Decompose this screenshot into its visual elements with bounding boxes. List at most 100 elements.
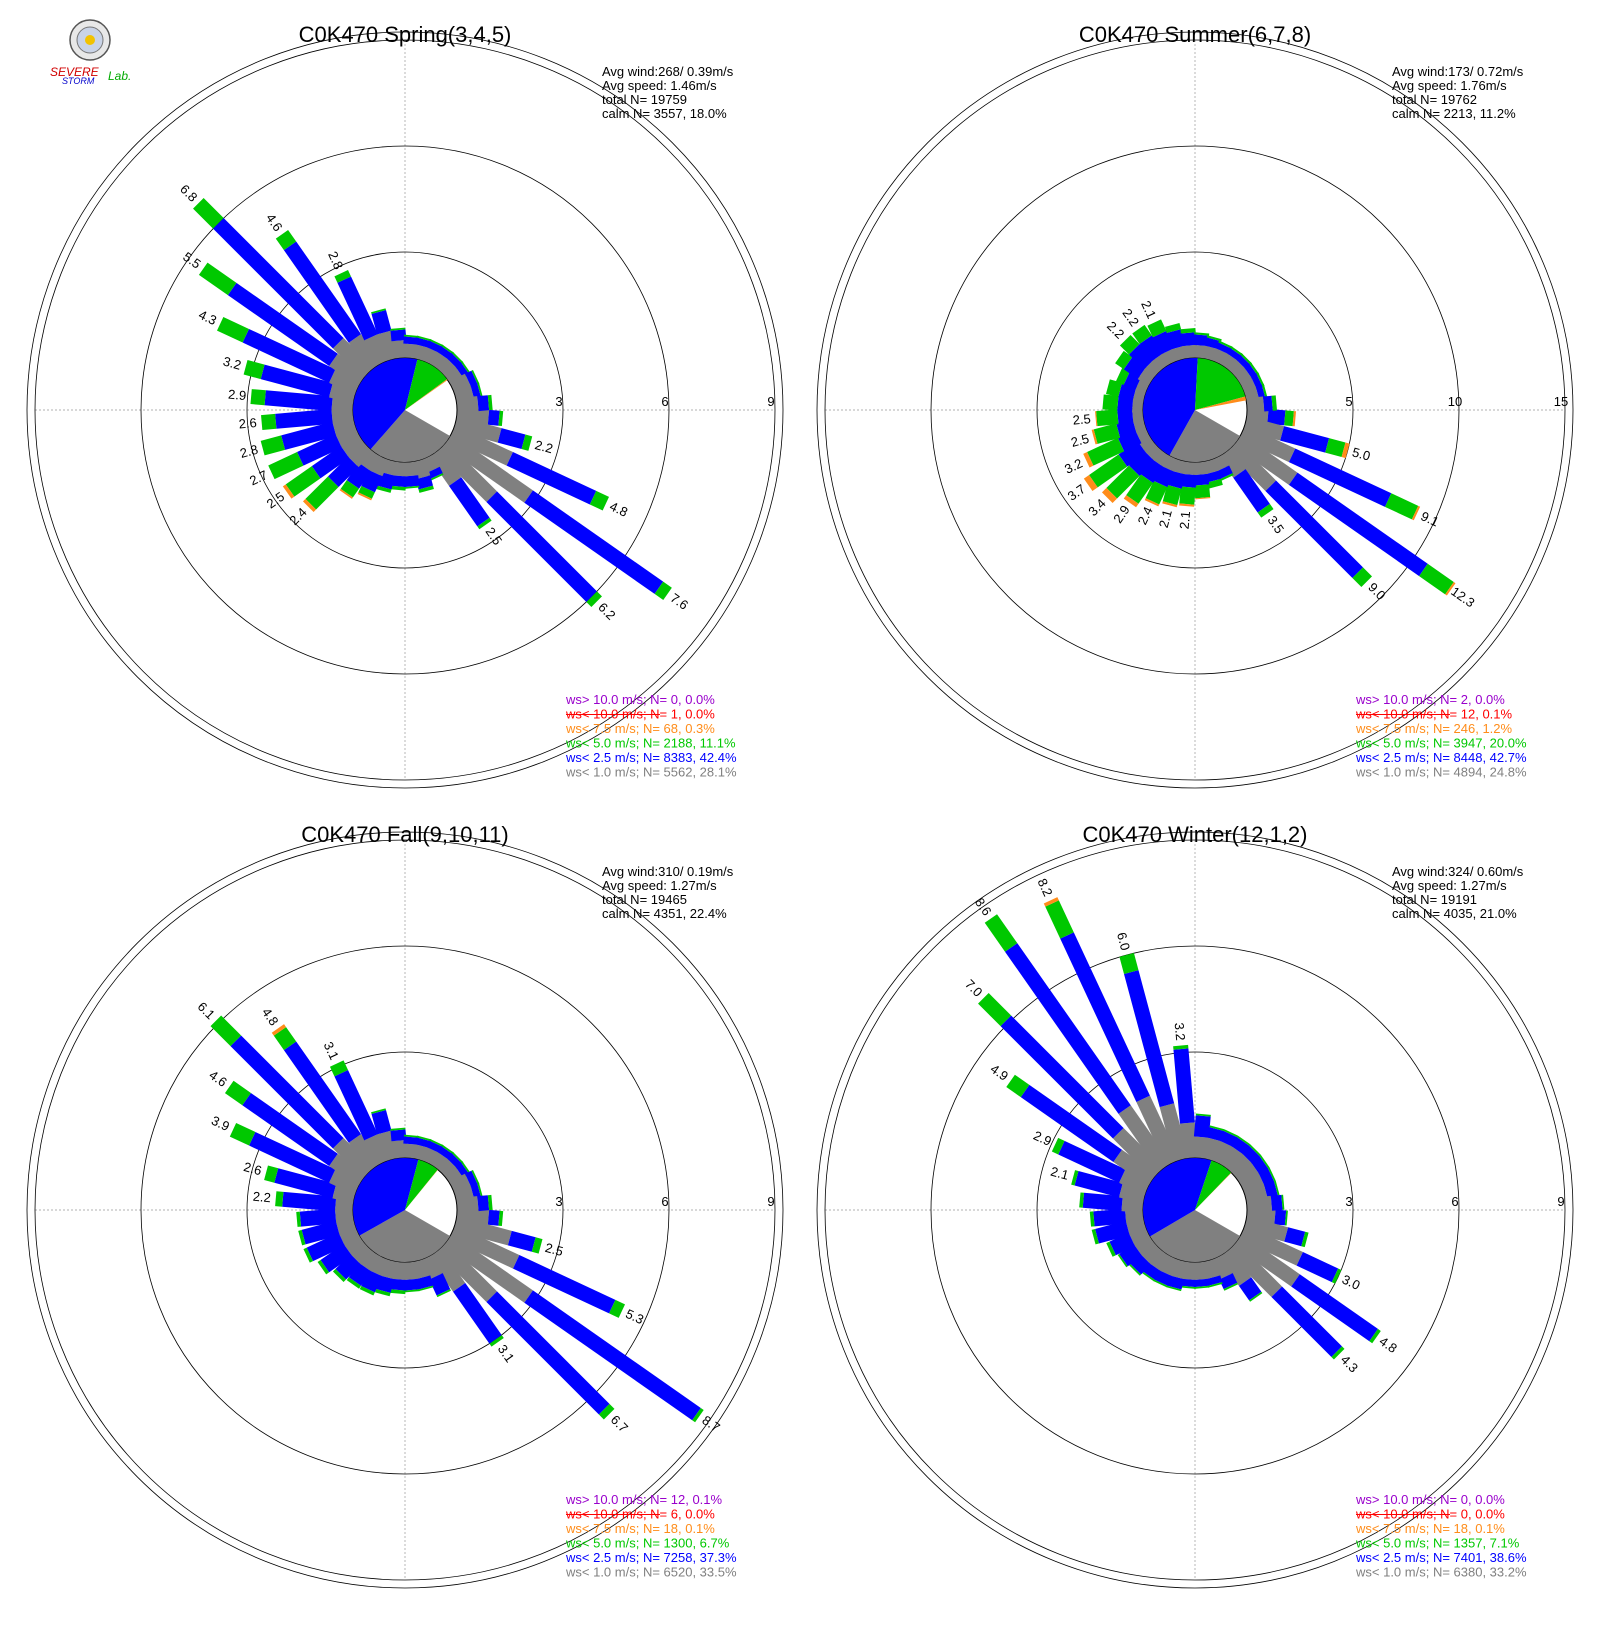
stats-line: total N= 19762 [1392, 92, 1477, 107]
rose-bar-segment [320, 1243, 353, 1273]
rose-bar-segment [1271, 1286, 1343, 1358]
stats-line: Avg speed: 1.76m/s [1392, 78, 1507, 93]
rose-bar-segment [598, 1403, 615, 1420]
rose-bar-segment [507, 1230, 536, 1252]
rose-bar-segment [1233, 1233, 1300, 1287]
wind-rose-winter: C0K470 Winter(12,1,2) 3 6 9 3.0 4.8 4.3 2.1 2.9 4… [816, 822, 1574, 1589]
bar-value-label: 2.5 [1069, 431, 1090, 450]
rose-bar-segment [376, 485, 392, 493]
grid-ring [140, 945, 670, 1475]
rose-bar-segment [1259, 1154, 1270, 1169]
rose-bar-segment [477, 1195, 490, 1212]
bar-value-label: 2.5 [544, 1240, 565, 1259]
legend-entry: ws< 7.5 m/s; N= 246, 1.2% [1355, 721, 1513, 736]
rose-bar-segment [429, 1138, 444, 1147]
bar-value-label: 5.5 [180, 249, 203, 272]
rose-bar-segment [654, 581, 672, 600]
rose-bar-segment [1119, 953, 1139, 975]
rose-bar-segment [1140, 1241, 1164, 1265]
rose-bar-segment [586, 591, 602, 607]
bar-value-label: 2.6 [242, 1159, 263, 1178]
rose-bar-segment [264, 390, 333, 412]
rose-bar-segment [329, 369, 362, 395]
rose-bar-segment [1060, 932, 1150, 1102]
rose-bar-segment [260, 435, 286, 456]
center-pie-slice [370, 410, 451, 463]
rose-bar-segment [1145, 480, 1168, 505]
legend-entry: ws< 5.0 m/s; N= 3947, 20.0% [1355, 736, 1527, 751]
rose-bar-segment [274, 1168, 337, 1199]
rose-bar-segment [390, 485, 406, 491]
rose-bar-segment [371, 1110, 392, 1135]
rose-bar-segment [524, 490, 664, 594]
rose-bar-segment [470, 1182, 482, 1200]
ring-label: 6 [661, 394, 668, 409]
bar-value-label: 2.9 [228, 387, 247, 404]
rose-bar-segment [1071, 1170, 1079, 1186]
legend-entry: ws> 10.0 m/s; N= 2, 0.0% [1355, 692, 1505, 707]
legend-entry: ws< 1.0 m/s; N= 5562, 28.1% [565, 765, 737, 780]
rose-bar-segment [329, 1153, 367, 1187]
rose-bar-segment [1119, 334, 1140, 355]
stats-line: calm N= 4351, 22.4% [602, 906, 727, 921]
rose-bar-segment [371, 308, 386, 314]
rose-bar-segment [1341, 442, 1350, 459]
center-pie-slice [1195, 396, 1247, 410]
rose-bar-segment [521, 434, 533, 451]
rose-bar-segment [1087, 437, 1125, 466]
rose-bar-segment [390, 1127, 406, 1131]
rose-bar-segment [268, 452, 304, 480]
rose-bar-segment [1193, 1115, 1211, 1138]
rose-bar-segment [1144, 498, 1160, 507]
rose-bar-segment [978, 993, 1012, 1027]
rose-bar-segment [1147, 319, 1167, 338]
rose-bar-segment [1164, 323, 1182, 334]
ring-label: 9 [767, 394, 774, 409]
rose-bar-segment [1274, 1180, 1280, 1196]
bar-value-label: 8.7 [699, 1412, 722, 1435]
rose-bar-segment [416, 1135, 432, 1142]
bar-value-label: 2.4 [1135, 504, 1156, 527]
rose-bar-segment [1091, 429, 1098, 445]
bar-value-label: 2.2 [252, 1189, 271, 1206]
stats-line: Avg speed: 1.27m/s [602, 878, 717, 893]
rose-bar-segment [1207, 1282, 1223, 1288]
rose-bar-segment [1270, 1194, 1283, 1211]
rose-bar-segment [477, 517, 492, 530]
rose-bar-segment [464, 1170, 478, 1188]
rose-bar-segment [1096, 409, 1119, 427]
rose-bar-segment [299, 1208, 337, 1227]
rose-bar-segment [317, 1260, 330, 1275]
rose-bar-segment [1263, 1181, 1278, 1199]
stats-line: Avg wind:173/ 0.72m/s [1392, 64, 1524, 79]
rose-bar-segment [1257, 503, 1274, 518]
rose-bar-segment [436, 1289, 451, 1298]
legend-entry: ws< 2.5 m/s; N= 8383, 42.4% [565, 750, 737, 765]
center-pie-slice [405, 359, 447, 410]
rose-bar-segment [1091, 1229, 1099, 1245]
wind-rose-fall: C0K470 Fall(9,10,11) 3 6 9 2.5 5.3 8.7 6.7 3.1 2.… [26, 822, 784, 1589]
rose-bar-segment [260, 364, 333, 398]
center-pie-slice [353, 357, 418, 450]
center-pie-slice [359, 1210, 451, 1262]
rose-bar-segment [1331, 1268, 1342, 1284]
rose-bar-segment [301, 1220, 340, 1245]
rose-bar-segment [348, 334, 382, 372]
rose-bar-segment [1141, 1271, 1156, 1282]
stats-line: Avg wind:310/ 0.19m/s [602, 864, 734, 879]
rose-bar-segment [609, 1299, 626, 1318]
rose-bar-segment [1233, 433, 1298, 485]
center-pie-slice [1195, 358, 1246, 410]
rose-bar-segment [1193, 334, 1210, 347]
rose-bar-segment [1148, 1248, 1172, 1272]
bar-value-label: 2.5 [1072, 411, 1091, 428]
outer-circle [26, 31, 784, 789]
rose-bar-segment [390, 475, 407, 488]
rose-bar-segment [1255, 384, 1266, 401]
rose-bar-segment [1384, 493, 1419, 520]
rose-bar-segment [261, 413, 277, 431]
rose-bar-segment [1128, 450, 1155, 477]
rose-bar-segment [1258, 1167, 1275, 1186]
rose-bar-segment [464, 370, 478, 388]
rose-bar-segment [1288, 472, 1428, 577]
